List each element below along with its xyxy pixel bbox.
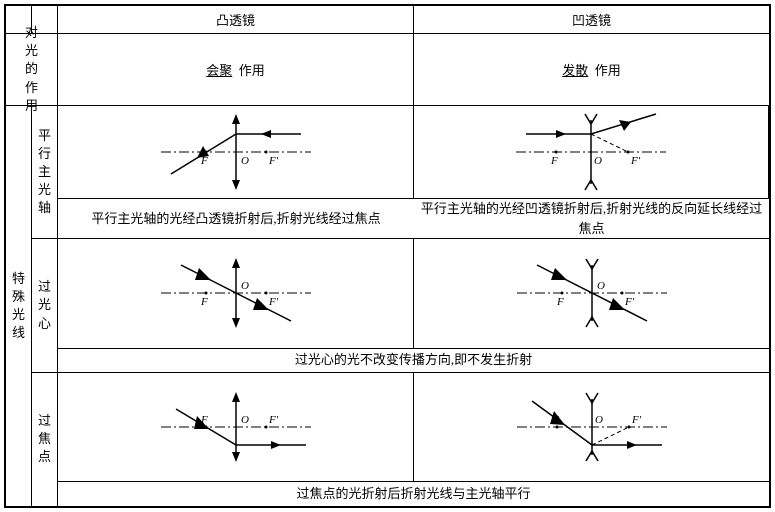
effect-concave: 发散 作用 bbox=[414, 34, 769, 106]
diagram-center-convex: F O F' bbox=[58, 239, 414, 348]
label-parallel: 平行主光轴 bbox=[32, 106, 58, 239]
caption-parallel-convex: 平行主光轴的光经凸透镜折射后,折射光线经过焦点 bbox=[58, 199, 414, 239]
svg-text:O: O bbox=[241, 155, 249, 167]
svg-text:O: O bbox=[241, 280, 249, 292]
svg-text:F: F bbox=[200, 414, 208, 426]
svg-text:F: F bbox=[556, 296, 564, 308]
svg-text:F': F' bbox=[268, 414, 279, 426]
caption-focus: 过焦点的光折射后折射光线与主光轴平行 bbox=[58, 482, 769, 506]
label-special-rays: 特殊光线 bbox=[6, 106, 32, 506]
svg-text:O: O bbox=[597, 280, 605, 292]
diagram-focus-concave: F O F' bbox=[414, 373, 769, 482]
effect-convex-suffix: 作用 bbox=[239, 63, 265, 78]
label-focus: 过焦点 bbox=[32, 373, 58, 506]
label-center: 过光心 bbox=[32, 239, 58, 372]
svg-text:F: F bbox=[550, 155, 558, 167]
effect-convex: 会聚 作用 bbox=[58, 34, 414, 106]
svg-text:O: O bbox=[595, 414, 603, 426]
diagram-center-concave: F O F' bbox=[414, 239, 769, 348]
label-special-rays-text: 特殊光线 bbox=[12, 270, 25, 343]
diagram-parallel-concave: F O F' bbox=[414, 106, 769, 199]
svg-text:F': F' bbox=[630, 155, 641, 167]
label-effect-text: 对光的作用 bbox=[25, 24, 38, 115]
svg-text:F: F bbox=[200, 296, 208, 308]
header-convex: 凸透镜 bbox=[58, 6, 414, 34]
svg-text:F: F bbox=[551, 414, 559, 426]
svg-text:F': F' bbox=[268, 296, 279, 308]
svg-text:F: F bbox=[200, 155, 208, 167]
svg-text:F': F' bbox=[268, 155, 279, 167]
effect-concave-underline: 发散 bbox=[562, 63, 588, 78]
effect-concave-suffix: 作用 bbox=[595, 63, 621, 78]
svg-text:F': F' bbox=[631, 414, 642, 426]
caption-center: 过光心的光不改变传播方向,即不发生折射 bbox=[58, 349, 769, 373]
diagram-focus-convex: F O F' bbox=[58, 373, 414, 482]
physics-lens-table: 凸透镜 凹透镜 对光的作用 会聚 作用 发散 作用 特殊光线 平行 bbox=[4, 4, 771, 508]
effect-convex-underline: 会聚 bbox=[206, 63, 232, 78]
header-concave: 凹透镜 bbox=[414, 6, 769, 34]
svg-text:F': F' bbox=[624, 296, 635, 308]
svg-text:O: O bbox=[594, 155, 602, 167]
svg-text:O: O bbox=[241, 414, 249, 426]
label-effect: 对光的作用 bbox=[6, 34, 58, 106]
diagram-parallel-convex: F O F' bbox=[58, 106, 414, 199]
caption-parallel-concave: 平行主光轴的光经凹透镜折射后,折射光线的反向延长线经过焦点 bbox=[414, 199, 769, 239]
